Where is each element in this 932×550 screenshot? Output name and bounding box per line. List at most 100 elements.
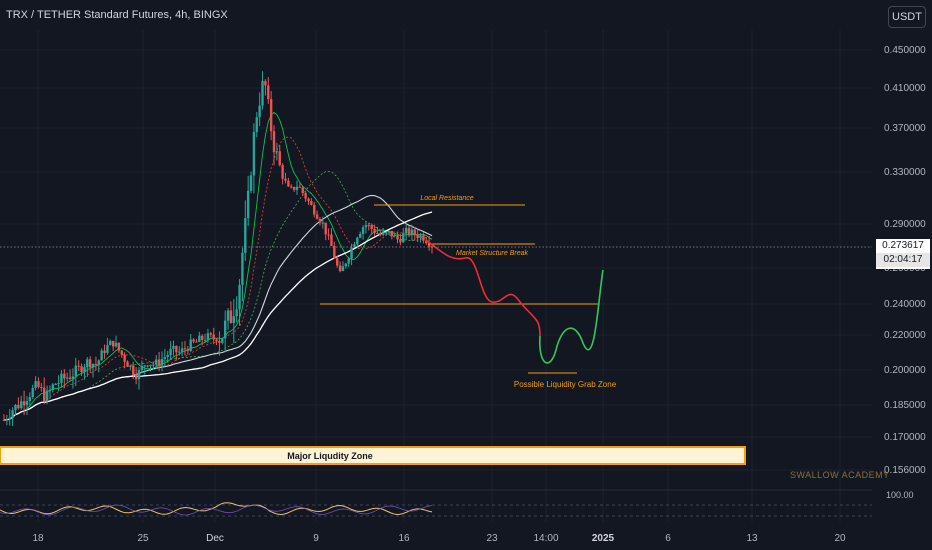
- candle-body: [97, 360, 100, 366]
- candle-body: [304, 193, 307, 199]
- candle-body: [419, 235, 422, 239]
- candle-body: [269, 99, 273, 132]
- candle-body: [22, 401, 26, 406]
- candle-body: [252, 132, 256, 176]
- candle-body: [169, 348, 172, 356]
- grid-lines: [0, 30, 872, 522]
- moving-averages: [3, 111, 433, 421]
- candle-body: [71, 376, 75, 379]
- candle-body: [100, 350, 103, 361]
- oscillator-label: 100.00: [886, 490, 914, 500]
- candle-body: [410, 229, 414, 235]
- candle-body: [201, 335, 204, 340]
- candle-body: [364, 225, 368, 228]
- candle-body: [241, 252, 244, 285]
- candle-body: [45, 390, 49, 402]
- price-tick-label: 0.410000: [884, 83, 926, 94]
- candle-body: [126, 361, 129, 367]
- candle-body: [74, 365, 78, 377]
- candle-body: [275, 151, 279, 153]
- candle-body: [206, 333, 210, 340]
- candle-body: [2, 419, 6, 421]
- candle-body: [384, 232, 388, 234]
- candle-body: [198, 335, 201, 342]
- candle-body: [152, 364, 155, 366]
- candle-body: [244, 218, 247, 253]
- candle-body: [8, 418, 11, 420]
- candle-body: [212, 334, 215, 340]
- candle-body: [396, 234, 399, 240]
- moving-average-line: [3, 170, 433, 421]
- candle-body: [425, 240, 428, 244]
- price-tick-label: 0.330000: [884, 167, 926, 178]
- candle-body: [186, 349, 190, 351]
- candle-body: [51, 384, 55, 390]
- price-tick-label: 0.240000: [884, 299, 926, 310]
- candle-body: [80, 366, 83, 373]
- candle-body: [109, 340, 112, 346]
- candle-body: [83, 367, 86, 373]
- oscillator-signal-line: [0, 504, 433, 516]
- candle-body: [307, 198, 310, 202]
- candle-body: [399, 239, 402, 243]
- candle-body: [192, 339, 195, 342]
- candle-body: [402, 233, 405, 243]
- candle-body: [264, 80, 267, 86]
- candle-body: [117, 342, 121, 351]
- price-tick-label: 0.200000: [884, 365, 926, 376]
- candle-body: [235, 309, 238, 317]
- candle-body: [290, 186, 293, 188]
- moving-average-line: [3, 111, 433, 421]
- candle-body: [404, 227, 408, 234]
- candle-body: [106, 345, 109, 353]
- candle-body: [393, 234, 396, 237]
- candle-body: [143, 365, 146, 367]
- candle-body: [218, 341, 221, 343]
- candle-body: [324, 222, 327, 235]
- time-tick-label: Dec: [206, 533, 224, 544]
- candle-body: [48, 389, 52, 391]
- candle-body: [17, 404, 20, 409]
- candle-body: [356, 237, 359, 245]
- candle-body: [367, 225, 371, 227]
- candle-body: [430, 246, 434, 248]
- time-tick-label: 18: [32, 533, 44, 544]
- candle-body: [223, 320, 227, 339]
- candle-body: [281, 165, 284, 179]
- candle-body: [381, 232, 385, 235]
- oscillator-panel: 100.00: [0, 489, 914, 517]
- candle-body: [63, 373, 66, 379]
- time-tick-label: 2025: [592, 533, 615, 544]
- candle-body: [379, 233, 382, 235]
- candle-body: [178, 351, 181, 353]
- candle-body: [120, 350, 123, 355]
- candle-body: [221, 338, 224, 343]
- local-resistance-label: Local Resistance: [420, 195, 473, 202]
- candle-body: [60, 373, 63, 383]
- watermark-text: SWALLOW ACADEMY: [790, 470, 890, 480]
- candle-body: [114, 342, 118, 347]
- time-tick-label: 6: [665, 533, 671, 544]
- candle-body: [123, 354, 126, 362]
- candle-body: [387, 230, 391, 233]
- candle-body: [416, 234, 419, 239]
- projection-path: [425, 239, 604, 364]
- candle-body: [272, 131, 276, 153]
- currency-button[interactable]: USDT: [888, 6, 926, 28]
- candle-body: [413, 229, 416, 235]
- major-liquidity-zone-label: Major Liqudity Zone: [287, 451, 373, 461]
- candle-body: [166, 355, 169, 358]
- candle-body: [129, 365, 132, 367]
- candle-body: [373, 229, 376, 233]
- candle-body: [132, 365, 135, 375]
- time-axis[interactable]: 18 25 Dec 9 16 23 14:00 2025 6 13 20: [32, 533, 846, 544]
- price-axis[interactable]: 0.450000 0.410000 0.370000 0.330000 0.290000…: [884, 45, 926, 476]
- candle-body: [376, 232, 379, 234]
- candle-body: [14, 404, 17, 411]
- candle-body: [292, 186, 296, 190]
- structure-break-label: Market Structure Break: [456, 250, 528, 257]
- candle-body: [287, 180, 290, 187]
- candle-body: [338, 265, 342, 272]
- candle-body: [111, 340, 115, 347]
